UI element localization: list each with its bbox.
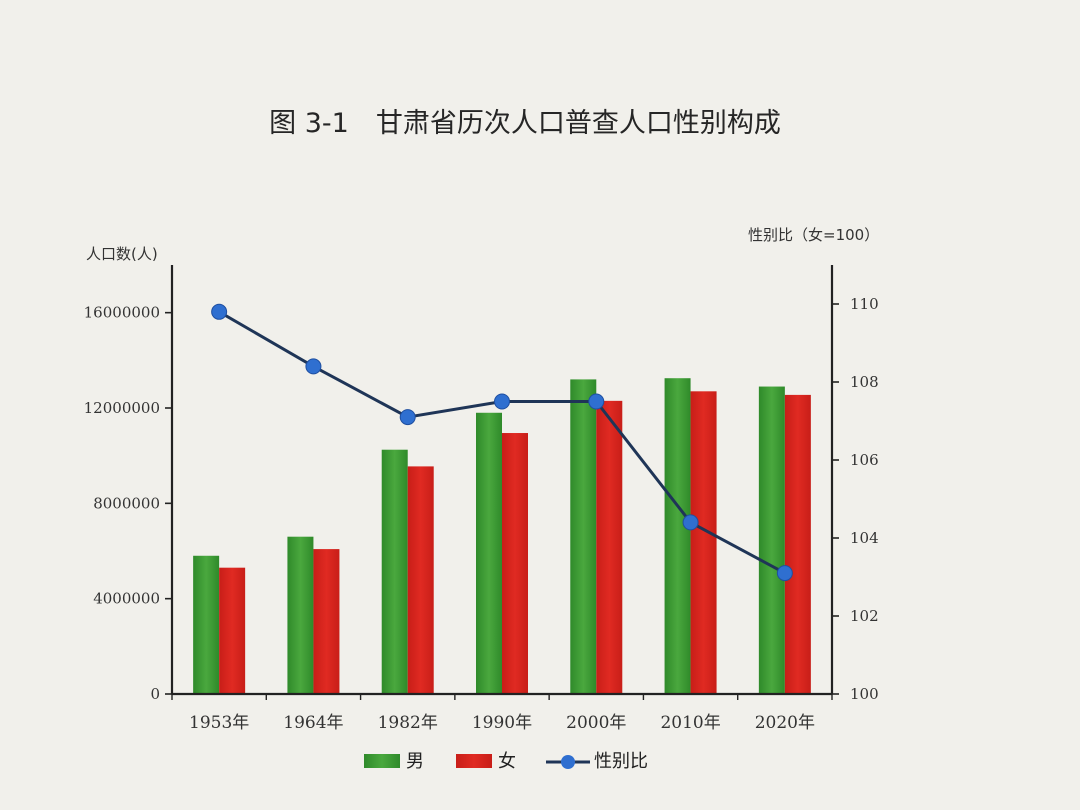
sex-ratio-line-layer <box>211 303 793 582</box>
y2-tick-label: 100 <box>850 685 879 703</box>
legend-marker-ratio <box>561 755 575 769</box>
bar-female <box>219 567 246 694</box>
sex-ratio-point <box>211 303 228 320</box>
y2-tick-label: 108 <box>850 373 879 391</box>
legend-label-ratio: 性别比 <box>594 751 648 772</box>
x-tick-label: 1964年 <box>283 713 343 733</box>
bar-female <box>784 394 811 694</box>
x-tick-label: 1982年 <box>378 713 438 733</box>
y2-tick-label: 102 <box>850 607 879 625</box>
sex-ratio-point <box>776 565 793 582</box>
legend-label-male: 男 <box>406 751 424 772</box>
chart-title: 图 3-1 甘肃省历次人口普查人口性别构成 <box>269 108 781 139</box>
legend-label-female: 女 <box>498 751 516 772</box>
sex-ratio-point <box>494 393 510 410</box>
bar-female <box>502 433 528 694</box>
x-tick-label: 2010年 <box>660 713 720 733</box>
bar-male <box>381 449 408 694</box>
bars-layer <box>193 378 811 694</box>
y-tick-label: 0 <box>150 685 160 703</box>
bar-male <box>758 386 785 694</box>
y-tick-label: 16000000 <box>84 304 160 322</box>
legend-swatch-female <box>456 754 492 768</box>
sex-ratio-point <box>682 514 699 531</box>
legend: 男 女 性别比 <box>364 751 648 772</box>
y2-axis-title: 性别比（女=100） <box>748 226 879 244</box>
y2-tick-label: 110 <box>850 295 879 313</box>
y-axis-title: 人口数(人) <box>86 245 158 263</box>
bar-female <box>596 400 623 694</box>
x-tick-label: 1990年 <box>472 713 532 733</box>
y-tick-label: 8000000 <box>93 494 160 512</box>
bar-male <box>664 378 691 694</box>
bar-female <box>407 466 434 694</box>
y2-tick-label: 104 <box>850 529 879 547</box>
y-tick-label: 4000000 <box>93 590 160 608</box>
x-tick-label: 2020年 <box>755 713 815 733</box>
sex-ratio-point <box>305 358 322 375</box>
bar-male <box>287 536 314 694</box>
axes-layer: 1953年 1964年 1982年 1990年 2000年 2010年 2020年 0 4000… <box>84 265 879 733</box>
legend-swatch-male <box>364 754 400 768</box>
bar-female <box>313 549 340 694</box>
sex-ratio-point <box>588 393 605 410</box>
y-tick-label: 12000000 <box>84 399 160 417</box>
sex-ratio-point <box>399 409 416 426</box>
y2-tick-label: 106 <box>850 451 879 469</box>
x-tick-label: 2000年 <box>566 713 626 733</box>
bar-male <box>476 412 502 694</box>
bar-male <box>570 379 597 694</box>
x-tick-label: 1953年 <box>189 713 249 733</box>
bar-male <box>193 555 220 694</box>
bar-female <box>690 391 717 694</box>
